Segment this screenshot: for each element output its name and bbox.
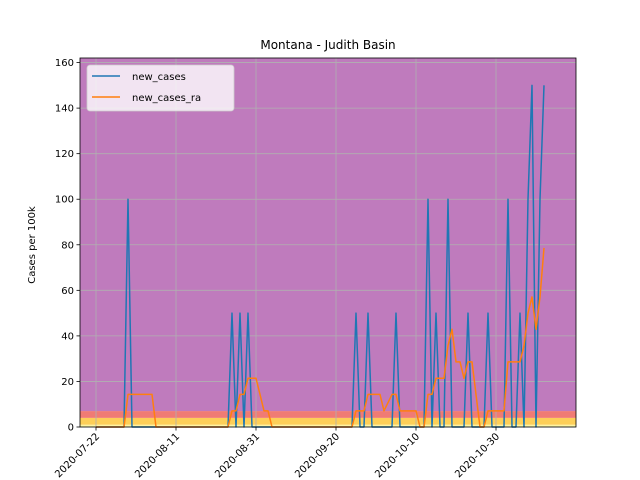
y-tick-label: 120 (55, 149, 74, 160)
legend-label: new_cases_ra (132, 93, 201, 104)
plot-frame (79, 57, 577, 428)
y-tick-label: 20 (61, 377, 74, 388)
x-tick-label: 2020-08-11 (133, 431, 182, 480)
risk-band-2 (80, 411, 576, 418)
x-tick-label: 2020-10-10 (373, 431, 422, 480)
y-tick-label: 160 (55, 58, 74, 69)
y-tick-label: 80 (61, 240, 74, 251)
y-tick-label: 140 (55, 104, 74, 115)
risk-bands (80, 58, 576, 427)
axes (79, 57, 577, 428)
chart-title: Montana - Judith Basin (260, 38, 395, 52)
legend: new_cases new_cases_ra (86, 64, 235, 112)
series-line-new_cases_ra (96, 247, 545, 428)
y-axis-label: Cases per 100k (27, 206, 38, 284)
legend-label: new_cases (132, 72, 186, 83)
y-tick-label: 40 (61, 331, 74, 342)
y-tick-label: 0 (68, 423, 74, 434)
risk-band-0 (80, 424, 576, 427)
y-axis-ticks: 0 20 40 60 80 100 120 140 160 (55, 58, 80, 434)
risk-band-3 (80, 58, 576, 412)
y-tick-label: 60 (61, 286, 74, 297)
x-tick-label: 2020-10-30 (453, 431, 502, 480)
x-tick-label: 2020-07-22 (53, 431, 102, 480)
x-tick-label: 2020-09-20 (293, 431, 342, 480)
risk-band-1 (80, 417, 576, 425)
x-tick-label: 2020-08-31 (213, 431, 262, 480)
x-axis-ticks: 2020-07-22 2020-08-11 2020-08-31 2020-09-20… (53, 427, 502, 480)
y-tick-label: 100 (55, 195, 74, 206)
legend-box (86, 64, 235, 112)
